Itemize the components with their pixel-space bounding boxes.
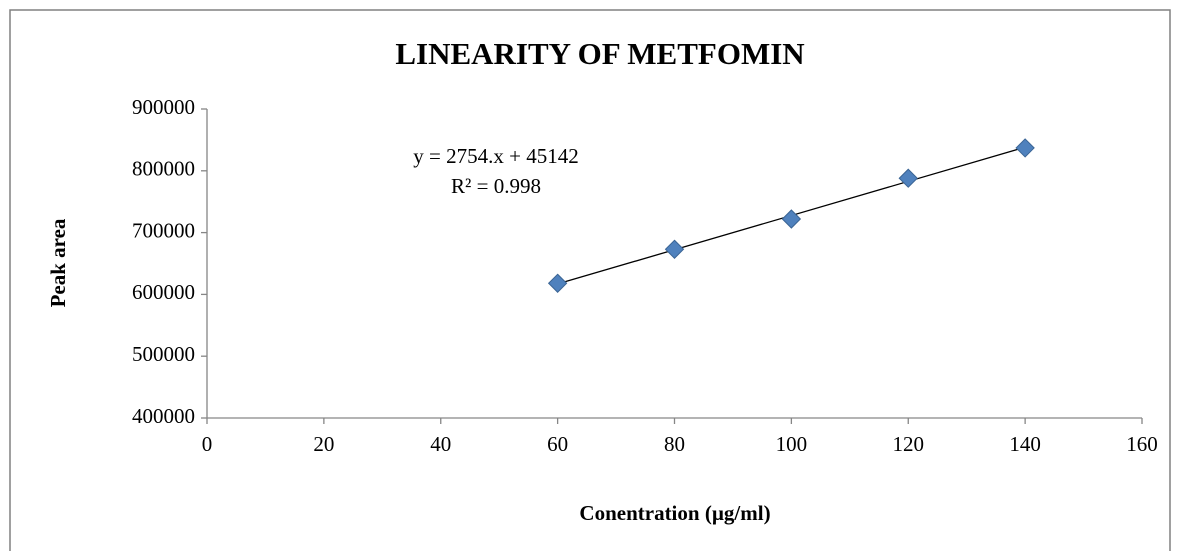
x-tick-label: 40 xyxy=(430,432,451,456)
y-tick-label: 600000 xyxy=(132,280,195,304)
x-tick-label: 140 xyxy=(1009,432,1041,456)
x-axis-label: Conentration (µg/ml) xyxy=(579,501,770,525)
y-tick-label: 400000 xyxy=(132,404,195,428)
x-tick-label: 20 xyxy=(313,432,334,456)
point xyxy=(547,273,568,293)
y-tick-label: 900000 xyxy=(132,95,195,119)
chart-title: LINEARITY OF METFOMIN xyxy=(395,36,804,71)
point xyxy=(898,168,918,188)
y-tick-label: 500000 xyxy=(132,342,195,366)
x-tick-label: 160 xyxy=(1126,432,1158,456)
y-tick-label: 800000 xyxy=(132,157,195,181)
x-tick-label: 120 xyxy=(893,432,925,456)
y-tick-label: 700000 xyxy=(132,218,195,242)
point xyxy=(664,239,685,259)
point xyxy=(1015,138,1035,158)
chart-border xyxy=(9,9,1171,551)
y-axis-label: Peak area xyxy=(46,218,70,307)
x-tick-label: 0 xyxy=(202,432,213,456)
x-tick-label: 60 xyxy=(547,432,568,456)
point xyxy=(781,209,802,229)
equation: y = 2754.x + 45142 xyxy=(413,144,578,168)
r-squared: R² = 0.998 xyxy=(451,174,541,198)
x-tick-label: 80 xyxy=(664,432,685,456)
x-tick-label: 100 xyxy=(776,432,808,456)
